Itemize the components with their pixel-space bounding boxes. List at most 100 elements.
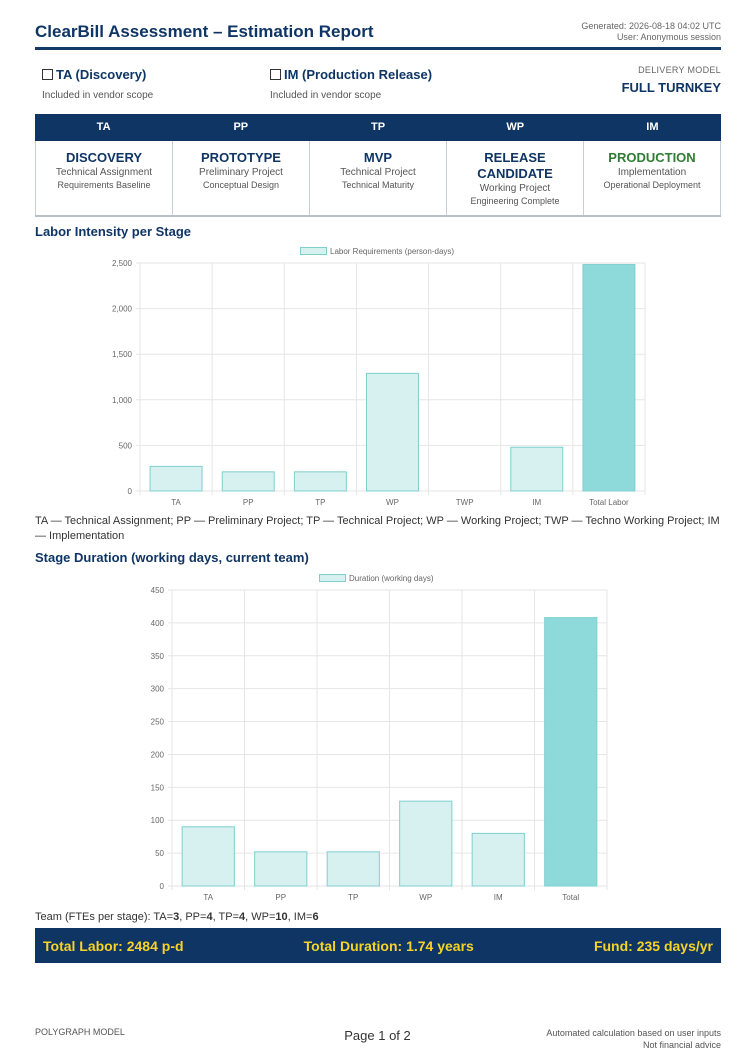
bar-im: [471, 832, 525, 887]
footer-disclaimer: Automated calculation based on user inpu…: [546, 1027, 721, 1051]
x-tick-label: TP: [348, 893, 358, 902]
x-tick-label: Total: [562, 893, 579, 902]
y-tick-label: 500: [119, 441, 133, 450]
totals-bar: Total Labor: 2484 p-d Total Duration: 1.…: [35, 928, 721, 963]
legend-swatch: [300, 247, 327, 255]
delivery-model-value: FULL TURNKEY: [621, 80, 721, 95]
bar-tp: [326, 851, 380, 887]
x-tick-label: IM: [532, 498, 541, 507]
team-tp-value: 4: [239, 911, 246, 923]
stage-code: TA: [96, 121, 111, 133]
page-number: Page 1 of 2: [344, 1028, 411, 1043]
total-duration: Total Duration: 1.74 years: [303, 937, 474, 954]
im-scope-sub: Included in vendor scope: [270, 90, 382, 101]
ta-scope-label: TA (Discovery): [56, 67, 147, 82]
stage-code: TP: [370, 121, 386, 133]
ta-scope-sub: Included in vendor scope: [42, 90, 154, 101]
legend-swatch: [319, 574, 346, 582]
delivery-model-label: DELIVERY MODEL: [638, 65, 721, 75]
y-tick-label: 150: [151, 783, 165, 792]
x-tick-label: TP: [315, 498, 325, 507]
team-note: Team (FTEs per stage): TA=3, PP=4, TP=4,…: [35, 911, 319, 923]
im-checkbox[interactable]: [270, 69, 281, 80]
y-tick-label: 50: [155, 849, 164, 858]
team-wp-value: 10: [275, 911, 288, 923]
labor-chart: 0 500 1,000 1,500 2,000 2,500 TA PP TP WP TWP IM Tot…: [112, 259, 646, 507]
team-im-code: IM: [293, 911, 307, 923]
report-meta: Generated: 2026-08-18 04:02 UTC User: An…: [581, 21, 721, 43]
team-wp-code: WP: [251, 911, 269, 923]
stage-name: PRODUCTION: [608, 150, 696, 165]
bar-pp: [221, 471, 275, 492]
team-ta-code: TA: [153, 911, 167, 923]
stage-name: RELEASE CANDIDATE: [477, 150, 553, 181]
x-tick-label: PP: [243, 498, 254, 507]
stage-milestone: Engineering Complete: [470, 196, 560, 206]
total-labor: Total Labor: 2484 p-d: [43, 937, 184, 954]
x-tick-label: TA: [203, 893, 213, 902]
stage-milestone: Requirements Baseline: [57, 180, 151, 190]
duration-section-title: Stage Duration (working days, current te…: [35, 550, 309, 565]
stage-desc: Preliminary Project: [199, 167, 283, 178]
x-tick-label: WP: [419, 893, 432, 902]
duration-chart-legend: Duration (working days): [319, 574, 433, 583]
x-tick-label: PP: [275, 893, 286, 902]
stage-name: PROTOTYPE: [201, 150, 281, 165]
stage-milestone: Technical Maturity: [341, 180, 415, 190]
bar-wp: [366, 372, 419, 492]
scope-ta: TA (Discovery) Included in vendor scope: [42, 66, 153, 106]
x-tick-label: IM: [494, 893, 503, 902]
stage-desc: Technical Project: [340, 167, 416, 178]
y-tick-label: 200: [151, 750, 165, 759]
legend-label: Duration (working days): [349, 574, 434, 583]
stage-name: MVP: [363, 150, 393, 165]
im-scope-label: IM (Production Release): [284, 67, 433, 82]
bar-wp: [399, 800, 453, 887]
y-tick-label: 2,500: [112, 259, 133, 268]
stage-code: PP: [233, 121, 249, 133]
bar-pp: [254, 851, 308, 887]
duration-chart: 0 50 100 150 200 250 300 350 400 450 TA PP TP WP IM Tot…: [151, 586, 608, 902]
bar-ta: [149, 465, 203, 492]
y-tick-label: 400: [151, 619, 165, 628]
labor-abbrev-note: TA — Technical Assignment; PP — Prelimin…: [35, 515, 720, 542]
stage-cell-wp: RELEASE CANDIDATE Working Project Engine…: [447, 141, 584, 215]
stage-code: IM: [646, 121, 659, 133]
ta-checkbox[interactable]: [42, 69, 53, 80]
x-tick-label: TA: [171, 498, 181, 507]
y-tick-label: 0: [128, 487, 133, 496]
disclaimer-line-1: Automated calculation based on user inpu…: [546, 1028, 721, 1038]
stage-cell-im: PRODUCTION Implementation Operational De…: [584, 141, 721, 215]
stage-desc: Technical Assignment: [55, 167, 153, 178]
scope-im: IM (Production Release) Included in vend…: [270, 66, 432, 106]
stage-table: TA PP TP WP IM DISCOVERY Technical Assig…: [35, 114, 721, 217]
labor-chart-legend: Labor Requirements (person-days): [300, 247, 454, 256]
footer-model-name: POLYGRAPH MODEL: [35, 1027, 125, 1037]
bar-total-labor: [582, 263, 636, 492]
y-tick-label: 2,000: [112, 305, 133, 314]
bar-im: [510, 446, 564, 492]
y-tick-label: 250: [151, 718, 165, 727]
legend-label: Labor Requirements (person-days): [330, 247, 455, 256]
stage-cell-tp: MVP Technical Project Technical Maturity: [310, 141, 447, 215]
team-pp-value: 4: [206, 911, 213, 923]
generated-timestamp: Generated: 2026-08-18 04:02 UTC: [581, 21, 721, 31]
team-prefix: Team (FTEs per stage):: [35, 911, 154, 923]
team-im-value: 6: [312, 911, 319, 923]
stage-table-header: TA PP TP WP IM: [35, 114, 721, 141]
stage-milestone: Operational Deployment: [603, 180, 701, 190]
x-tick-label: Total Labor: [589, 498, 629, 507]
team-tp-code: TP: [218, 911, 233, 923]
stage-name: DISCOVERY: [65, 150, 143, 165]
bar-total: [544, 617, 598, 887]
delivery-model: DELIVERY MODEL FULL TURNKEY: [622, 65, 721, 95]
y-tick-label: 100: [151, 816, 165, 825]
x-tick-label: WP: [386, 498, 399, 507]
x-tick-label: TWP: [456, 498, 474, 507]
y-tick-label: 450: [151, 586, 165, 595]
y-tick-label: 1,500: [112, 350, 133, 359]
fund-days: Fund: 235 days/yr: [593, 937, 713, 954]
team-ta-value: 3: [173, 911, 180, 923]
stage-code: WP: [506, 121, 525, 133]
stage-cell-ta: DISCOVERY Technical Assignment Requireme…: [35, 141, 173, 215]
